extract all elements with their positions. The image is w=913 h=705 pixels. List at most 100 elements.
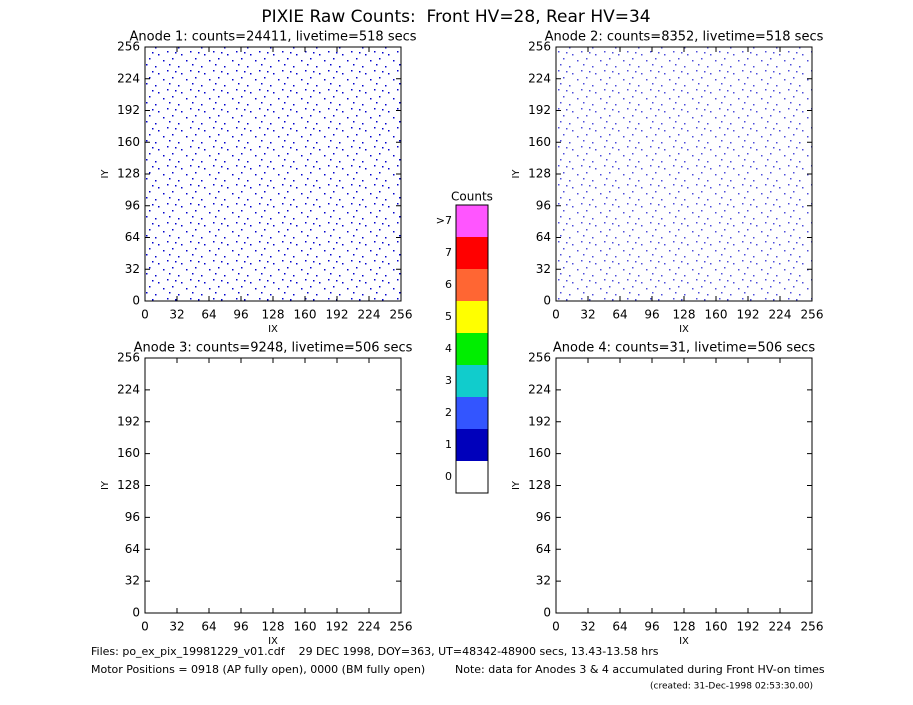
y-tick-label: 96	[125, 510, 140, 524]
footer-files: Files: po_ex_pix_19981229_v01.cdf 29 DEC…	[91, 645, 659, 658]
y-tick-label: 32	[125, 262, 140, 276]
x-tick-label: 224	[769, 308, 792, 322]
x-axis-label: IX	[268, 636, 278, 647]
y-tick-label: 64	[536, 542, 551, 556]
x-tick-label: 128	[673, 620, 696, 634]
x-tick-label: 128	[262, 620, 285, 634]
colorbar-swatch	[456, 429, 488, 461]
x-tick-label: 96	[233, 308, 248, 322]
x-tick-label: 256	[390, 620, 413, 634]
panel-title: Anode 1: counts=24411, livetime=518 secs	[129, 30, 416, 45]
x-tick-label: 32	[169, 620, 184, 634]
x-tick-label: 256	[390, 308, 413, 322]
y-tick-label: 192	[117, 414, 140, 428]
x-tick-label: 224	[358, 308, 381, 322]
y-tick-label: 224	[528, 71, 551, 85]
plot-frame	[555, 357, 813, 614]
x-tick-label: 32	[580, 308, 595, 322]
colorbar-swatch	[456, 397, 488, 429]
y-tick-label: 256	[528, 40, 551, 54]
colorbar-label: 3	[445, 374, 452, 387]
y-axis-label: IY	[100, 480, 111, 490]
y-tick-label: 0	[543, 606, 551, 620]
y-tick-label: 32	[125, 574, 140, 588]
y-tick-label: 128	[117, 478, 140, 492]
x-tick-label: 224	[769, 620, 792, 634]
panel-title: Anode 4: counts=31, livetime=506 secs	[553, 341, 815, 356]
y-tick-label: 32	[536, 262, 551, 276]
y-tick-label: 128	[528, 478, 551, 492]
x-tick-label: 0	[141, 620, 149, 634]
y-tick-label: 64	[536, 230, 551, 244]
x-tick-label: 192	[326, 620, 349, 634]
footer-created: (created: 31-Dec-1998 02:53:30.00)	[650, 682, 813, 692]
y-tick-label: 192	[528, 414, 551, 428]
x-axis-label: IX	[679, 636, 689, 647]
y-tick-label: 0	[132, 294, 140, 308]
x-tick-label: 96	[644, 308, 659, 322]
y-tick-label: 0	[543, 294, 551, 308]
colorbar-label: 4	[445, 342, 452, 355]
footer-note: Note: data for Anodes 3 & 4 accumulated …	[455, 663, 825, 676]
colorbar-label: 5	[445, 310, 452, 323]
x-tick-label: 192	[326, 308, 349, 322]
panel-title: Anode 2: counts=8352, livetime=518 secs	[545, 30, 824, 45]
colorbar-swatch	[456, 269, 488, 301]
colorbar-label: 2	[445, 406, 452, 419]
x-tick-label: 96	[644, 620, 659, 634]
footer-motor: Motor Positions = 0918 (AP fully open), …	[91, 663, 425, 676]
colorbar-swatch	[456, 301, 488, 333]
colorbar-label: 0	[445, 470, 452, 483]
x-tick-label: 160	[294, 308, 317, 322]
y-tick-label: 256	[117, 40, 140, 54]
x-tick-label: 128	[673, 308, 696, 322]
colorbar-label: >7	[436, 214, 452, 227]
pixel-texture	[145, 47, 401, 301]
y-tick-label: 192	[528, 103, 551, 117]
colorbar-swatch	[456, 237, 488, 269]
y-tick-label: 160	[528, 135, 551, 149]
plot-frame	[144, 357, 402, 614]
y-tick-label: 224	[117, 71, 140, 85]
y-tick-label: 224	[528, 382, 551, 396]
x-tick-label: 96	[233, 620, 248, 634]
y-axis-label: IY	[511, 480, 522, 490]
pixel-texture	[556, 47, 812, 301]
x-tick-label: 160	[705, 308, 728, 322]
y-tick-label: 256	[117, 351, 140, 365]
x-tick-label: 64	[201, 308, 216, 322]
x-tick-label: 192	[737, 620, 760, 634]
y-tick-label: 256	[528, 351, 551, 365]
y-tick-label: 224	[117, 382, 140, 396]
x-axis-label: IX	[268, 324, 278, 335]
y-tick-label: 32	[536, 574, 551, 588]
x-tick-label: 256	[801, 308, 824, 322]
x-tick-label: 160	[294, 620, 317, 634]
colorbar-label: 7	[445, 246, 452, 259]
x-tick-label: 32	[580, 620, 595, 634]
x-tick-label: 256	[801, 620, 824, 634]
colorbar-swatch	[456, 333, 488, 365]
colorbar-swatch	[456, 205, 488, 237]
x-tick-label: 192	[737, 308, 760, 322]
y-tick-label: 160	[117, 135, 140, 149]
x-tick-label: 64	[612, 620, 627, 634]
y-tick-label: 128	[117, 167, 140, 181]
panel-title: Anode 3: counts=9248, livetime=506 secs	[134, 341, 413, 356]
x-axis-label: IX	[679, 324, 689, 335]
colorbar-label: 1	[445, 438, 452, 451]
y-tick-label: 96	[536, 198, 551, 212]
y-tick-label: 96	[125, 198, 140, 212]
y-tick-label: 0	[132, 606, 140, 620]
y-tick-label: 128	[528, 167, 551, 181]
colorbar-frame	[455, 204, 489, 494]
x-tick-label: 224	[358, 620, 381, 634]
colorbar-swatch	[456, 365, 488, 397]
y-tick-label: 160	[117, 446, 140, 460]
y-tick-label: 160	[528, 446, 551, 460]
x-tick-label: 64	[612, 308, 627, 322]
y-axis-label: IY	[100, 169, 111, 179]
colorbar-title: Counts	[451, 190, 493, 204]
colorbar-swatch	[456, 461, 488, 493]
